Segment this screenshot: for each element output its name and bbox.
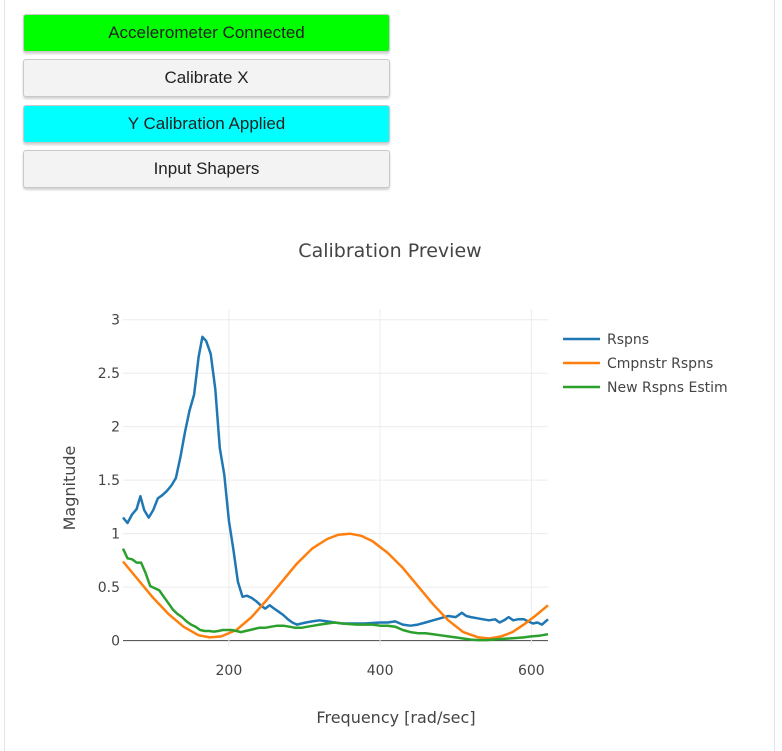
calibrate-x-button[interactable]: Calibrate X [23, 59, 390, 97]
app-frame [4, 0, 775, 751]
input-shapers-button[interactable]: Input Shapers [23, 150, 390, 188]
accelerometer-connected-button[interactable]: Accelerometer Connected [23, 14, 390, 52]
y-calibration-applied-button[interactable]: Y Calibration Applied [23, 105, 390, 143]
